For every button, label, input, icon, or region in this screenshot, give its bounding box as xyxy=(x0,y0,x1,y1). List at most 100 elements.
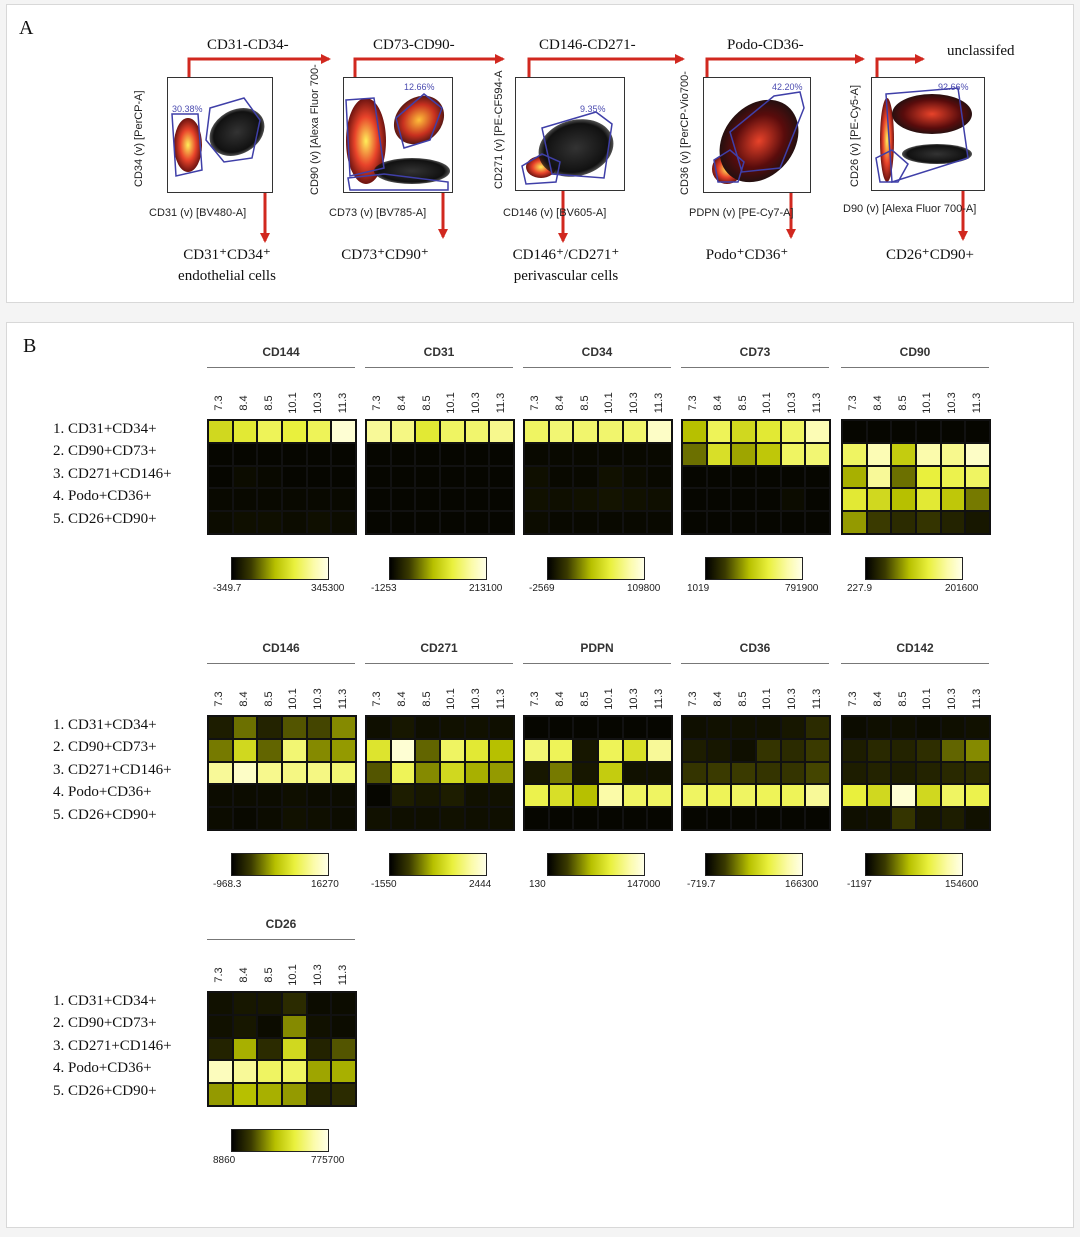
heatmap-cell xyxy=(891,716,916,739)
heatmap-cell xyxy=(548,784,574,808)
heatmap-cell xyxy=(415,784,440,808)
timepoint-tick: 10.1 xyxy=(287,688,300,710)
heatmap-cell xyxy=(489,488,514,512)
heatmap-cell xyxy=(208,465,233,489)
heatmap-cell xyxy=(866,442,892,466)
heatmap-cell xyxy=(755,511,781,534)
heatmap-cell xyxy=(647,761,672,785)
heatmap-title: CD271 xyxy=(420,641,458,655)
heatmap-cell xyxy=(439,488,465,512)
heatmap-cell xyxy=(281,1083,307,1106)
heatmap-cell xyxy=(940,442,966,466)
timepoint-tick: 8.5 xyxy=(736,691,749,707)
heatmap-cell xyxy=(524,420,549,443)
timepoint-tick: 8.5 xyxy=(736,395,749,411)
heatmap-title: CD142 xyxy=(896,641,934,655)
heatmap-cell xyxy=(257,488,282,512)
timepoint-tick: 10.3 xyxy=(628,392,640,414)
heatmap-cell xyxy=(842,784,867,808)
heatmap-cell xyxy=(842,511,867,534)
heatmap-cell xyxy=(281,992,307,1015)
heatmap-cell xyxy=(524,738,549,762)
heatmap-cell xyxy=(257,511,282,534)
heatmap-cell xyxy=(706,738,732,762)
heatmap-cell xyxy=(706,511,732,534)
heatmap-cell xyxy=(208,1037,233,1061)
heatmap-cell xyxy=(390,442,416,466)
heatmap-cell xyxy=(208,1014,233,1038)
population-row-label: 1. CD31+CD34+ xyxy=(53,421,157,437)
y-axis-label: CD90 (v) [Alexa Fluor 700- xyxy=(309,64,321,195)
timepoint-tick: 8.4 xyxy=(712,691,724,707)
timepoint-tick: 8.5 xyxy=(578,691,591,707)
heatmap-cell xyxy=(306,511,332,534)
heatmap-cell xyxy=(257,784,282,808)
heatmap-cell xyxy=(232,465,258,489)
heatmap-title-rule xyxy=(365,367,513,368)
heatmap-cell xyxy=(232,1083,258,1106)
heatmap-cell xyxy=(489,511,514,534)
heatmap-cell xyxy=(682,488,707,512)
heatmap-cell xyxy=(731,807,756,830)
heatmap-cell xyxy=(573,784,598,808)
heatmap-cell xyxy=(597,488,623,512)
heatmap-cell xyxy=(257,1083,282,1106)
heatmap-cell xyxy=(965,511,990,534)
heatmap-cell xyxy=(366,511,391,534)
heatmap-cell xyxy=(366,784,391,808)
heatmap-cell xyxy=(281,738,307,762)
colorbar-max: 109800 xyxy=(627,583,661,594)
heatmap-cell xyxy=(940,807,966,830)
heatmap-grid-pdpn xyxy=(523,715,673,831)
heatmap-cell xyxy=(390,738,416,762)
heatmap-title: CD34 xyxy=(581,345,613,359)
heatmap-cell xyxy=(682,738,707,762)
heatmap-cell xyxy=(548,807,574,830)
population-row-label: 2. CD90+CD73+ xyxy=(53,1015,157,1032)
heatmap-cell xyxy=(647,465,672,489)
heatmap-cell xyxy=(622,807,648,830)
heatmap-cell xyxy=(805,761,830,785)
heatmap-cell xyxy=(548,465,574,489)
heatmap-cell xyxy=(682,442,707,466)
timepoint-tick: 7.3 xyxy=(847,395,860,411)
heatmap-cell xyxy=(366,442,391,466)
heatmap-cell xyxy=(965,465,990,489)
timepoint-tick: 8.4 xyxy=(554,395,566,411)
panel-a-label: A xyxy=(19,17,34,39)
flow-cloud xyxy=(174,118,202,172)
heatmap-cell xyxy=(755,442,781,466)
heatmap-cell xyxy=(597,420,623,443)
timepoint-tick: 10.3 xyxy=(628,688,640,710)
heatmap-cell xyxy=(489,738,514,762)
heatmap-cell xyxy=(965,761,990,785)
flow-gates xyxy=(521,111,613,185)
heatmap-cell xyxy=(842,488,867,512)
colorbar-min: -1550 xyxy=(371,879,397,890)
population-label-1: CD31⁺CD34⁺ endothelial cells xyxy=(157,245,297,287)
heatmap-cell xyxy=(573,738,598,762)
heatmap-cell xyxy=(755,807,781,830)
heatmap-cell xyxy=(331,511,356,534)
heatmap-cell xyxy=(780,716,806,739)
heatmap-cell xyxy=(464,807,490,830)
colorbar-min: -719.7 xyxy=(687,879,716,890)
heatmap-grid-cd73 xyxy=(681,419,831,535)
flow-cloud xyxy=(374,158,450,184)
heatmap-cell xyxy=(682,465,707,489)
heatmap-cell xyxy=(331,1060,356,1084)
heatmap-cell xyxy=(940,784,966,808)
heatmap-cell xyxy=(622,488,648,512)
timepoint-tick: 10.3 xyxy=(470,392,482,414)
timepoint-tick: 7.3 xyxy=(687,691,700,707)
population-row-label: 4. Podo+CD36+ xyxy=(53,784,152,801)
heatmap-title-rule xyxy=(523,663,671,664)
flow-cloud xyxy=(902,144,972,164)
heatmap-cell xyxy=(647,442,672,466)
heatmap-cell xyxy=(755,716,781,739)
heatmap-cell xyxy=(780,738,806,762)
colorbar-max: 775700 xyxy=(311,1155,345,1166)
heatmap-title-rule xyxy=(365,663,513,664)
heatmap-cell xyxy=(524,511,549,534)
heatmap-cell xyxy=(232,807,258,830)
